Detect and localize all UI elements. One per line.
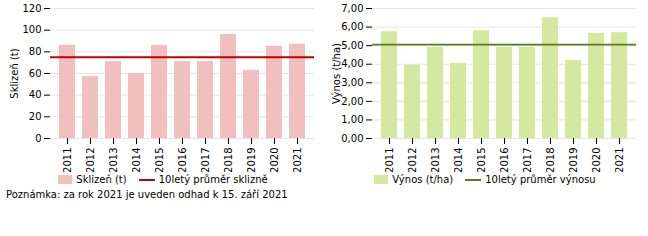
html-text:10letý průměr výnosu: 10letý průměr výnosu (485, 174, 596, 185)
svg-text:2014: 2014 (131, 148, 142, 173)
svg-text:Výnos (t/ha): Výnos (t/ha) (331, 43, 342, 104)
svg-text:40: 40 (29, 89, 42, 100)
svg-text:2021: 2021 (292, 148, 303, 173)
svg-text:2013: 2013 (108, 148, 119, 173)
html-text:Sklizeň (t): Sklizeň (t) (76, 174, 127, 185)
svg-text:2021: 2021 (614, 148, 625, 173)
svg-text:0: 0 (35, 133, 41, 144)
svg-text:100: 100 (22, 24, 41, 35)
svg-text:6,00: 6,00 (341, 21, 363, 32)
svg-text:7,00: 7,00 (341, 3, 363, 14)
svg-text:2019: 2019 (246, 148, 257, 173)
svg-text:2012: 2012 (85, 148, 96, 173)
html-text:Výnos (t/ha): Výnos (t/ha) (392, 174, 454, 185)
svg-text:2013: 2013 (430, 148, 441, 173)
svg-text:4,00: 4,00 (341, 58, 363, 69)
svg-text:2018: 2018 (223, 148, 234, 173)
svg-text:2019: 2019 (568, 148, 579, 173)
svg-text:2017: 2017 (200, 148, 211, 173)
svg-text:2011: 2011 (384, 148, 395, 173)
svg-text:Sklizeň (t): Sklizeň (t) (9, 48, 20, 98)
svg-text:2016: 2016 (177, 148, 188, 173)
svg-text:5,00: 5,00 (341, 40, 363, 51)
svg-text:60: 60 (29, 68, 42, 79)
svg-text:2020: 2020 (269, 148, 280, 173)
svg-text:2011: 2011 (62, 148, 73, 173)
svg-text:0,00: 0,00 (341, 133, 363, 144)
svg-text:20: 20 (29, 111, 42, 122)
svg-text:2020: 2020 (591, 148, 602, 173)
svg-text:2018: 2018 (545, 148, 556, 173)
svg-text:3,00: 3,00 (341, 77, 363, 88)
svg-text:80: 80 (29, 46, 42, 57)
svg-text:2015: 2015 (154, 148, 165, 173)
svg-text:2017: 2017 (522, 148, 533, 173)
html-text:10letý průměr sklizně: 10letý průměr sklizně (158, 174, 268, 185)
svg-text:1,00: 1,00 (341, 114, 363, 125)
svg-text:2,00: 2,00 (341, 96, 363, 107)
svg-text:2012: 2012 (407, 148, 418, 173)
svg-text:2016: 2016 (499, 148, 510, 173)
svg-text:2014: 2014 (453, 148, 464, 173)
svg-text:2015: 2015 (476, 148, 487, 173)
html-text:Poznámka: za rok 2021 je uvede: Poznámka: za rok 2021 je uveden odhad k … (6, 189, 288, 200)
svg-text:120: 120 (22, 3, 41, 14)
